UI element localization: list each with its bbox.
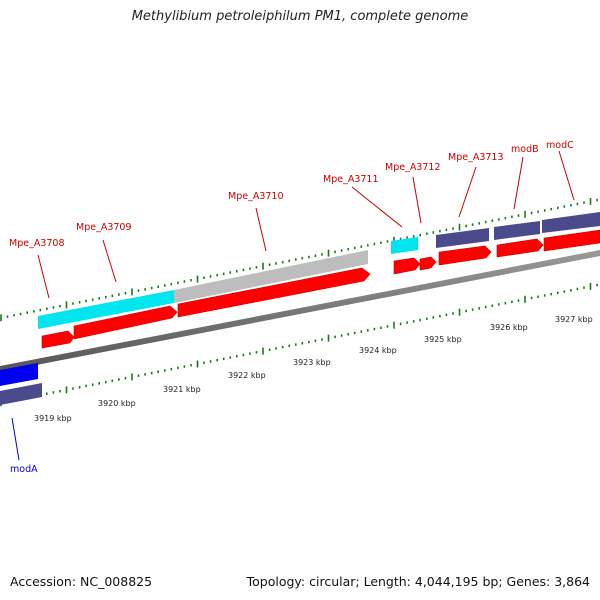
cds-arrow-modb [496,238,544,258]
cds-arrow-mpe-a3710 [177,267,371,318]
map-title: Methylibium petroleiphilum PM1, complete… [131,9,469,24]
leader-line-mpe-a3708 [37,254,50,299]
position-label-3919: 3919 kbp [34,414,72,423]
gene-label-moda: modA [10,464,38,475]
leader-line-mpe-a3710 [255,207,267,252]
gene-block-mpe-a3708-a3709 [38,290,174,329]
leader-line-modb [513,156,524,210]
gene-label-mpe-a3712: Mpe_A3712 [385,162,441,173]
position-label-3925: 3925 kbp [424,335,462,344]
position-label-3927: 3927 kbp [555,315,593,324]
position-label-3926: 3926 kbp [490,323,528,332]
gene-labels: modA Mpe_A3708 Mpe_A3709 Mpe_A3710 Mpe_A… [9,140,574,475]
leader-line-mpe-a3711 [351,186,403,228]
cds-arrow-mpe-a3711 [393,257,421,275]
position-label-3920: 3920 kbp [98,399,136,408]
gene-block-mpe-a3711 [391,237,418,254]
cds-arrow-mpe-a3713 [438,245,492,266]
cds-arrow-mpe-a3708 [41,330,75,349]
cds-arrow-modc [543,229,600,252]
gene-blocks [0,212,600,405]
leader-line-mpe-a3712 [412,176,422,224]
leader-line-modc [558,150,575,201]
gene-block-modb [494,221,540,240]
position-label-3923: 3923 kbp [293,358,331,367]
position-label-3921: 3921 kbp [163,385,201,394]
gene-label-modb: modB [511,144,539,155]
gene-label-mpe-a3711: Mpe_A3711 [323,174,379,185]
cds-arrows [41,229,600,349]
gene-label-modc: modC [546,140,574,151]
genome-backbone [0,250,600,372]
gene-label-mpe-a3710: Mpe_A3710 [228,191,284,202]
gene-label-mpe-a3708: Mpe_A3708 [9,238,65,249]
leader-line-moda [11,417,20,461]
gene-block-mpe-a3713 [436,228,489,248]
gene-block-moda [0,363,38,386]
leader-line-mpe-a3709 [102,239,117,283]
genome-stats-label: Topology: circular; Length: 4,044,195 bp… [246,574,590,589]
gene-label-mpe-a3713: Mpe_A3713 [448,152,504,163]
gene-block-moda-lower [0,383,42,405]
leader-line-mpe-a3713 [458,166,477,218]
upper-tick-ruler [0,197,598,322]
gene-block-modc [542,212,600,233]
position-label-3924: 3924 kbp [359,346,397,355]
label-leader-lines [11,150,575,461]
position-label-3922: 3922 kbp [228,371,266,380]
cds-arrow-mpe-a3712 [419,256,437,271]
gene-label-mpe-a3709: Mpe_A3709 [76,222,132,233]
gene-block-mpe-a3710 [174,250,368,303]
lower-tick-ruler [0,282,598,407]
accession-label: Accession: NC_008825 [10,574,153,589]
position-labels: 3919 kbp 3920 kbp 3921 kbp 3922 kbp 3923… [34,315,593,423]
cds-arrow-mpe-a3709 [73,305,178,340]
